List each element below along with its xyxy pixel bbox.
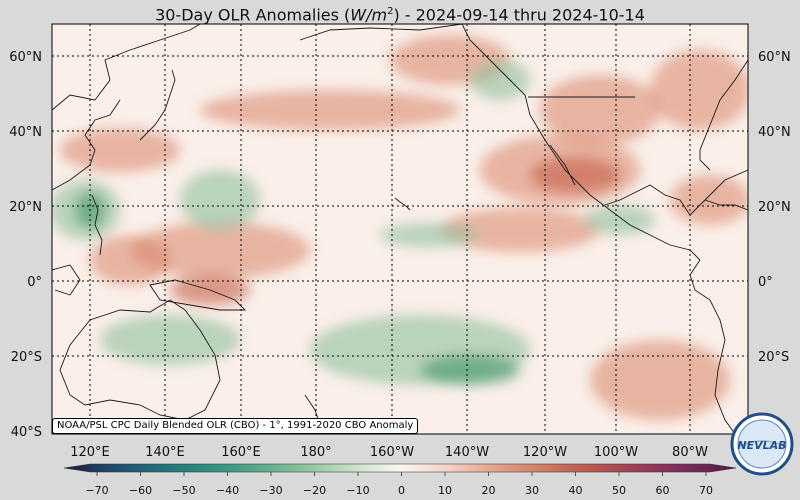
coast-north-america-west (299, 24, 701, 261)
colorbar-body (63, 463, 737, 473)
anomaly-positive-maritime (90, 235, 170, 285)
anomaly-positive-caribbean (670, 175, 748, 225)
coast-hawaii (394, 197, 411, 211)
anomaly-positive-east-pacific (440, 208, 600, 252)
coast-philippines (91, 194, 103, 256)
colorbar-tick-label: 50 (612, 484, 626, 497)
colorbar-tick-label: 0 (398, 484, 405, 497)
map-frame (51, 23, 749, 435)
coast-japan (139, 69, 176, 141)
latitude-labels-right: 60°N40°N20°N0°20°S40°S (758, 50, 791, 440)
data-credit-box: NOAA/PSL CPC Daily Blended OLR (CBO) - 1… (52, 418, 419, 434)
anomaly-strong-negative-spcz (420, 355, 520, 385)
anomaly-negative-australia (100, 315, 240, 365)
colorbar-ticks: −70 −60 −50 −40 −30 −20 −10 0 10 20 30 40 50 60 70 (85, 472, 713, 497)
coast-south-america-west (689, 259, 736, 434)
longitude-label: 160°E (221, 445, 261, 460)
coast-north-america-east (699, 59, 748, 171)
anomaly-field (52, 35, 748, 420)
map-title: 30-Day OLR Anomalies (W/m2) - 2024-09-14… (155, 5, 645, 25)
graticule (52, 24, 748, 434)
anomaly-negative-itcz (380, 223, 480, 247)
logo-swoosh (739, 440, 785, 447)
coast-east-asia (52, 24, 201, 111)
logo-text: NEVLAB (737, 439, 786, 452)
colorbar-tick-label: 40 (569, 484, 583, 497)
colorbar-tick-label: −50 (172, 484, 195, 497)
latitude-label: 60°N (9, 50, 42, 65)
coast-china (52, 99, 121, 191)
anomaly-negative-central-america (585, 205, 655, 235)
latitude-label: 0° (758, 275, 773, 290)
noaa-psl-nevlab-logo[interactable]: NEVLAB (730, 412, 794, 476)
colorbar-tick-label: −20 (303, 484, 326, 497)
colorbar-tick-label: −60 (129, 484, 152, 497)
colorbar-tick-label: 30 (525, 484, 539, 497)
latitude-label: 60°N (758, 50, 791, 65)
colorbar-tick-label: 10 (438, 484, 452, 497)
anomaly-positive-west-pacific (130, 222, 310, 278)
colorbar-tick-label: −70 (85, 484, 108, 497)
colorbar-tick-label: 60 (656, 484, 670, 497)
latitude-label: 20°S (11, 350, 42, 365)
coast-baja (549, 144, 576, 186)
coast-new-guinea (149, 279, 247, 311)
coastlines (52, 24, 748, 434)
anomaly-negative-pacific-northwest (470, 60, 530, 100)
latitude-label: 40°S (11, 425, 42, 440)
longitude-label: 160°W (370, 445, 414, 460)
anomaly-positive-north-pacific (200, 90, 460, 130)
anomaly-strong-positive-mexico (530, 157, 620, 193)
anomaly-negative-west-pacific (180, 170, 260, 230)
longitude-label: 120°W (523, 445, 567, 460)
latitude-label: 20°N (758, 200, 791, 215)
longitude-label: 100°W (594, 445, 638, 460)
anomaly-positive-north-america (540, 75, 660, 145)
coast-borneo (52, 264, 81, 296)
latitude-label: 20°S (758, 350, 789, 365)
latitude-label: 40°N (758, 125, 791, 140)
colorbar-tick-label: −10 (346, 484, 369, 497)
anomaly-positive-south-america (590, 340, 730, 420)
logo-globe (737, 419, 787, 469)
longitude-label: 140°E (145, 445, 185, 460)
data-credit-text: NOAA/PSL CPC Daily Blended OLR (CBO) - 1… (57, 420, 414, 431)
longitude-label: 120°E (70, 445, 110, 460)
colorbar-tick-label: −30 (259, 484, 282, 497)
anomaly-positive-east-us (650, 50, 748, 130)
longitude-label: 80°W (672, 445, 708, 460)
coast-australia (59, 299, 221, 421)
anomaly-positive-east-china (60, 128, 180, 172)
colorbar: −70 −60 −50 −40 −30 −20 −10 0 10 20 30 40 50 60 70 (63, 463, 737, 497)
longitude-label: 180° (300, 445, 331, 460)
latitude-label: 20°N (9, 200, 42, 215)
coast-caribbean (704, 199, 748, 211)
colorbar-tick-label: 20 (482, 484, 496, 497)
longitude-labels: 120°E 140°E 160°E 180° 160°W 140°W 120°W 100°W 8… (70, 445, 708, 460)
coast-gulf-of-mexico (604, 169, 748, 216)
latitude-label: 40°N (9, 125, 42, 140)
latitude-label: 0° (27, 275, 42, 290)
latitude-labels-left: 60°N 40°N 20°N 0° 20°S 40°S (9, 50, 42, 440)
colorbar-tick-label: 70 (699, 484, 713, 497)
colorbar-tick-label: −40 (216, 484, 239, 497)
longitude-label: 140°W (445, 445, 489, 460)
